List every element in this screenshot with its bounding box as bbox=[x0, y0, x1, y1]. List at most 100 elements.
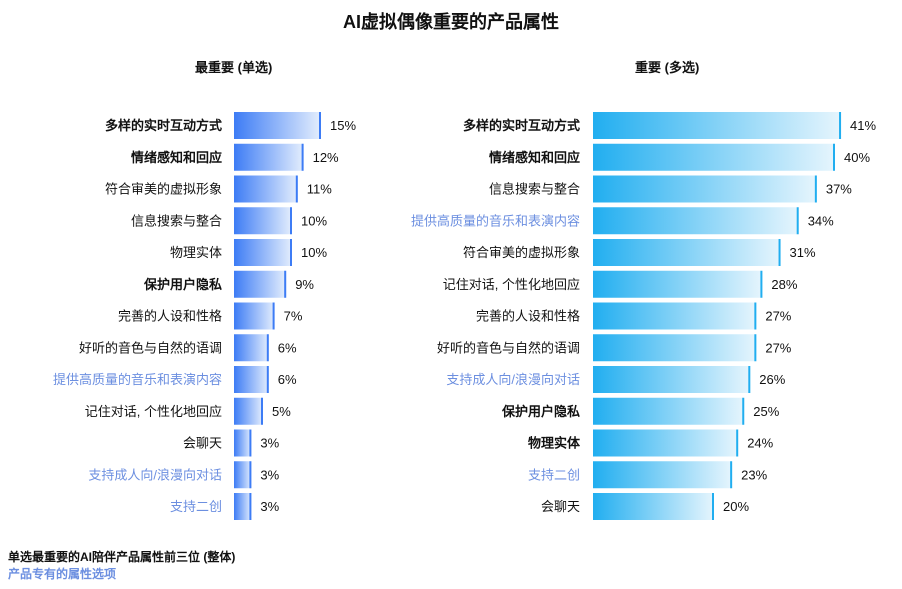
category-label-right-4: 符合审美的虚拟形象 bbox=[463, 245, 580, 260]
category-label-right-11: 支持二创 bbox=[528, 467, 580, 482]
bar-left-3 bbox=[234, 207, 292, 235]
category-label-right-12: 会聊天 bbox=[541, 499, 580, 514]
bar-right-9 bbox=[593, 397, 745, 425]
bar-edge-right-5 bbox=[760, 270, 763, 298]
bar-left-2 bbox=[234, 175, 298, 203]
bar-left-10 bbox=[234, 429, 252, 457]
value-label-right-11: 23% bbox=[741, 467, 767, 482]
category-label-left-5: 保护用户隐私 bbox=[143, 277, 222, 292]
value-label-right-9: 25% bbox=[753, 404, 779, 419]
category-label-left-10: 会聊天 bbox=[183, 436, 222, 451]
bar-right-10 bbox=[593, 429, 739, 457]
bar-edge-left-12 bbox=[249, 493, 252, 520]
bar-left-12 bbox=[234, 493, 252, 520]
value-label-left-8: 6% bbox=[278, 372, 297, 387]
value-label-right-2: 37% bbox=[826, 182, 852, 197]
bar-right-1 bbox=[593, 143, 835, 171]
left-panel-title: 最重要 (单选) bbox=[195, 60, 273, 75]
bar-edge-right-4 bbox=[778, 239, 781, 266]
value-label-right-7: 27% bbox=[765, 340, 791, 355]
bar-edge-left-7 bbox=[266, 334, 269, 362]
value-label-left-0: 15% bbox=[330, 118, 356, 133]
category-label-left-6: 完善的人设和性格 bbox=[118, 309, 222, 324]
category-label-right-9: 保护用户隐私 bbox=[501, 404, 580, 419]
bar-left-9 bbox=[234, 397, 263, 425]
category-label-right-8: 支持成人向/浪漫向对话 bbox=[446, 372, 580, 387]
bar-left-7 bbox=[234, 334, 269, 362]
value-label-left-5: 9% bbox=[295, 277, 314, 292]
bar-edge-right-12 bbox=[712, 493, 714, 520]
category-label-left-3: 信息搜索与整合 bbox=[131, 213, 222, 228]
bar-edge-right-9 bbox=[742, 397, 745, 425]
value-label-right-4: 31% bbox=[790, 245, 816, 260]
bar-edge-right-3 bbox=[796, 207, 799, 235]
bar-edge-right-0 bbox=[839, 112, 842, 139]
bar-right-4 bbox=[593, 239, 781, 266]
bar-edge-left-4 bbox=[290, 239, 292, 266]
bar-right-2 bbox=[593, 175, 817, 203]
bar-right-3 bbox=[593, 207, 799, 235]
bar-edge-left-5 bbox=[284, 270, 287, 298]
footnote-top3: 单选最重要的AI陪伴产品属性前三位 (整体) bbox=[8, 550, 236, 564]
bar-edge-left-11 bbox=[249, 461, 252, 489]
bar-edge-left-3 bbox=[290, 207, 292, 235]
bar-right-7 bbox=[593, 334, 757, 362]
bar-edge-right-10 bbox=[736, 429, 739, 457]
value-label-left-12: 3% bbox=[260, 499, 279, 514]
category-label-right-7: 好听的音色与自然的语调 bbox=[437, 340, 580, 355]
category-label-right-2: 信息搜索与整合 bbox=[489, 182, 580, 197]
bar-edge-left-9 bbox=[261, 397, 263, 425]
category-label-left-0: 多样的实时互动方式 bbox=[105, 118, 222, 133]
bar-edge-right-6 bbox=[754, 302, 757, 330]
category-label-right-0: 多样的实时互动方式 bbox=[463, 118, 580, 133]
category-label-left-11: 支持成人向/浪漫向对话 bbox=[88, 467, 222, 482]
bar-right-0 bbox=[593, 112, 842, 139]
bar-left-5 bbox=[234, 270, 287, 298]
value-label-left-10: 3% bbox=[260, 436, 279, 451]
category-label-left-9: 记住对话, 个性化地回应 bbox=[85, 404, 222, 419]
bar-edge-left-2 bbox=[295, 175, 298, 203]
value-label-right-8: 26% bbox=[759, 372, 785, 387]
bar-left-8 bbox=[234, 366, 269, 393]
bar-edge-left-10 bbox=[249, 429, 252, 457]
value-label-right-12: 20% bbox=[723, 499, 749, 514]
value-label-left-6: 7% bbox=[284, 309, 303, 324]
bar-left-1 bbox=[234, 143, 304, 171]
bar-right-8 bbox=[593, 366, 751, 393]
bar-edge-left-1 bbox=[301, 143, 304, 171]
value-label-left-7: 6% bbox=[278, 340, 297, 355]
value-label-right-6: 27% bbox=[765, 309, 791, 324]
bar-right-11 bbox=[593, 461, 733, 489]
bar-right-6 bbox=[593, 302, 757, 330]
bar-right-5 bbox=[593, 270, 763, 298]
category-label-left-12: 支持二创 bbox=[170, 499, 222, 514]
bar-left-4 bbox=[234, 239, 292, 266]
category-label-left-7: 好听的音色与自然的语调 bbox=[79, 340, 222, 355]
value-label-right-3: 34% bbox=[808, 213, 834, 228]
bar-edge-left-8 bbox=[266, 366, 269, 393]
bar-left-11 bbox=[234, 461, 252, 489]
bar-edge-left-6 bbox=[272, 302, 275, 330]
category-label-right-1: 情绪感知和回应 bbox=[489, 150, 580, 165]
right-panel-title: 重要 (多选) bbox=[635, 60, 700, 75]
bar-edge-right-1 bbox=[833, 143, 835, 171]
bar-edge-right-7 bbox=[754, 334, 757, 362]
bar-left-0 bbox=[234, 112, 321, 139]
category-label-right-5: 记住对话, 个性化地回应 bbox=[443, 277, 580, 292]
footnote-product-specific: 产品专有的属性选项 bbox=[8, 567, 117, 581]
bar-edge-right-11 bbox=[730, 461, 733, 489]
value-label-left-1: 12% bbox=[313, 150, 339, 165]
category-label-left-1: 情绪感知和回应 bbox=[131, 150, 222, 165]
bar-edge-left-0 bbox=[319, 112, 321, 139]
category-label-left-2: 符合审美的虚拟形象 bbox=[105, 182, 222, 197]
bar-left-6 bbox=[234, 302, 275, 330]
bar-edge-right-8 bbox=[748, 366, 751, 393]
value-label-right-0: 41% bbox=[850, 118, 876, 133]
value-label-left-3: 10% bbox=[301, 213, 327, 228]
value-label-left-2: 11% bbox=[307, 182, 332, 197]
chart-title: AI虚拟偶像重要的产品属性 bbox=[343, 12, 559, 32]
bar-edge-right-2 bbox=[814, 175, 817, 203]
category-label-right-6: 完善的人设和性格 bbox=[476, 309, 580, 324]
category-label-right-10: 物理实体 bbox=[528, 436, 581, 451]
